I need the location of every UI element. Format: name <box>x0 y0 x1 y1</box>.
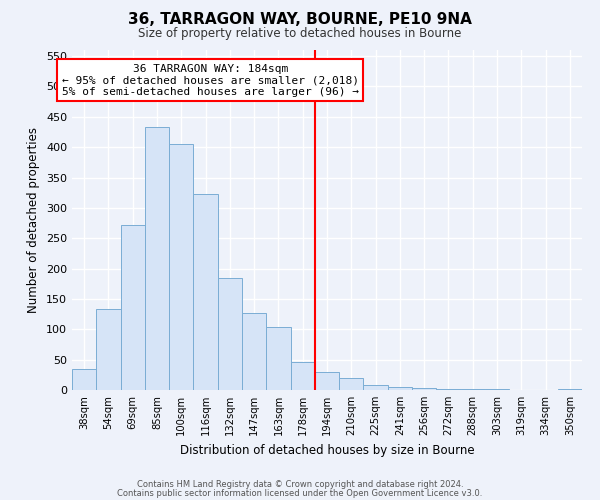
Bar <box>193 194 218 390</box>
Bar <box>72 369 96 390</box>
Bar <box>145 127 169 390</box>
Text: 36, TARRAGON WAY, BOURNE, PE10 9NA: 36, TARRAGON WAY, BOURNE, PE10 9NA <box>128 12 472 28</box>
Bar <box>412 388 436 390</box>
Bar <box>339 378 364 390</box>
Text: 36 TARRAGON WAY: 184sqm
← 95% of detached houses are smaller (2,018)
5% of semi-: 36 TARRAGON WAY: 184sqm ← 95% of detache… <box>62 64 359 97</box>
Text: Contains HM Land Registry data © Crown copyright and database right 2024.: Contains HM Land Registry data © Crown c… <box>137 480 463 489</box>
Bar <box>218 278 242 390</box>
Bar <box>121 225 145 390</box>
X-axis label: Distribution of detached houses by size in Bourne: Distribution of detached houses by size … <box>179 444 475 456</box>
Y-axis label: Number of detached properties: Number of detached properties <box>28 127 40 313</box>
Bar <box>242 313 266 390</box>
Bar <box>558 389 582 390</box>
Text: Contains public sector information licensed under the Open Government Licence v3: Contains public sector information licen… <box>118 488 482 498</box>
Bar <box>266 328 290 390</box>
Bar <box>388 387 412 390</box>
Bar <box>169 144 193 390</box>
Bar <box>436 389 461 390</box>
Text: Size of property relative to detached houses in Bourne: Size of property relative to detached ho… <box>139 28 461 40</box>
Bar <box>315 372 339 390</box>
Bar <box>96 309 121 390</box>
Bar <box>290 362 315 390</box>
Bar <box>364 385 388 390</box>
